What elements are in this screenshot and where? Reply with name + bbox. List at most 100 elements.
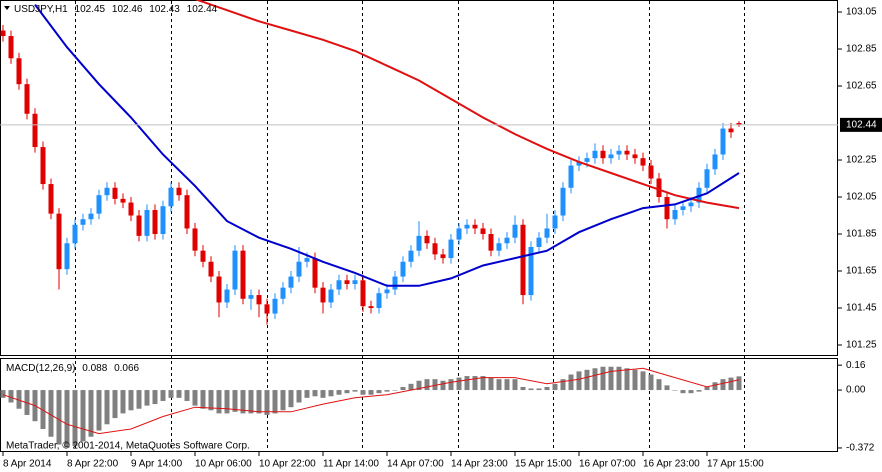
candle-body xyxy=(144,209,150,236)
y-tick-label: 102.05 xyxy=(846,192,877,203)
macd-bar xyxy=(464,376,470,391)
menu-triangle[interactable] xyxy=(4,6,10,10)
candle-body xyxy=(168,187,174,207)
candle-body xyxy=(216,276,222,303)
macd-bar xyxy=(248,390,254,414)
macd-bar xyxy=(200,390,206,409)
candle-body xyxy=(328,289,334,303)
footer: MetaTrader, © 2001-2014, MetaQuotes Soft… xyxy=(6,441,250,452)
candle-body xyxy=(464,224,470,229)
macd-bar xyxy=(400,386,406,391)
macd-bar xyxy=(736,376,742,391)
candle-body xyxy=(344,280,350,284)
macd-bar xyxy=(600,366,606,391)
candle-body xyxy=(512,224,518,238)
y-tick-label: 103.05 xyxy=(846,7,877,18)
macd-bar xyxy=(144,390,150,406)
candle-body xyxy=(432,243,438,255)
macd-bar xyxy=(344,390,350,394)
macd-bar xyxy=(576,371,582,391)
candle-body xyxy=(688,202,694,207)
candle-body xyxy=(200,250,206,262)
y-tick-label: 0.16 xyxy=(846,360,866,371)
macd-bar xyxy=(712,382,718,391)
indicator-name: MACD(12,26,9) xyxy=(6,363,75,374)
candle-body xyxy=(280,287,286,299)
candle-body xyxy=(520,224,526,296)
candle-body xyxy=(736,123,742,125)
main-panel xyxy=(0,0,838,356)
moving-average xyxy=(34,3,740,287)
candle-body xyxy=(728,128,734,133)
macd-bar xyxy=(384,390,390,392)
candle-body xyxy=(568,165,574,188)
macd-bar xyxy=(592,368,598,391)
candle-body xyxy=(680,206,686,210)
macd-bar xyxy=(512,379,518,391)
candle-body xyxy=(32,113,38,148)
candle-body xyxy=(424,235,430,244)
candle-body xyxy=(472,224,478,229)
header-open: 102.45 xyxy=(75,4,106,15)
macd-bar xyxy=(560,379,566,391)
macd-bar xyxy=(528,388,534,391)
candle-body xyxy=(360,280,366,307)
candle-body xyxy=(368,306,374,309)
candle-body xyxy=(544,228,550,238)
macd-bar xyxy=(672,390,678,391)
y-tick-label: 101.25 xyxy=(846,340,877,351)
macd-bar xyxy=(424,379,430,391)
macd-bar xyxy=(48,390,54,437)
candle-body xyxy=(128,202,134,216)
candle-body xyxy=(440,254,446,259)
x-tick-label: 8 Apr 2014 xyxy=(3,459,52,470)
macd-bar xyxy=(16,390,22,409)
macd-bar xyxy=(416,380,422,391)
macd-bar xyxy=(648,374,654,391)
macd-bar xyxy=(472,376,478,391)
macd-bar xyxy=(688,390,694,394)
macd-bar xyxy=(0,390,6,398)
macd-bar xyxy=(616,366,622,391)
y-tick-label: 0.00 xyxy=(846,385,866,396)
macd-bar xyxy=(392,390,398,391)
macd-bar xyxy=(408,383,414,391)
candle-body xyxy=(160,206,166,235)
macd-bar xyxy=(240,390,246,414)
y-tick-label: 101.85 xyxy=(846,229,877,240)
candle-body xyxy=(320,287,326,303)
candle-body xyxy=(264,304,270,314)
macd-bar xyxy=(88,390,94,437)
candle-body xyxy=(8,36,14,59)
candle-body xyxy=(712,154,718,170)
macd-bar xyxy=(640,371,646,391)
candle-body xyxy=(416,235,422,251)
candle-body xyxy=(40,147,46,185)
macd-bar xyxy=(112,390,118,419)
indicator-signal: 0.066 xyxy=(114,363,139,374)
macd-bar xyxy=(96,390,102,431)
macd-bar xyxy=(360,390,366,395)
x-tick-label: 10 Apr 22:00 xyxy=(259,459,316,470)
candle-body xyxy=(600,150,606,159)
macd-bar xyxy=(56,390,62,445)
candle-body xyxy=(0,30,6,37)
macd-bar xyxy=(224,390,230,414)
x-tick-label: 14 Apr 23:00 xyxy=(451,459,508,470)
candle-body xyxy=(504,237,510,244)
candle-body xyxy=(632,154,638,159)
x-tick-label: 17 Apr 15:00 xyxy=(707,459,764,470)
candle-body xyxy=(240,250,246,299)
candle-body xyxy=(80,219,86,225)
candle-body xyxy=(624,150,630,155)
candle-body xyxy=(248,295,254,299)
candle-body xyxy=(664,197,670,220)
candle-body xyxy=(480,228,486,235)
macd-bar xyxy=(504,379,510,391)
candle-body xyxy=(616,150,622,155)
y-tick-label: 101.65 xyxy=(846,266,877,277)
macd-bar xyxy=(264,390,270,415)
x-tick-label: 8 Apr 22:00 xyxy=(67,459,119,470)
candle-body xyxy=(296,261,302,277)
macd-bar xyxy=(568,374,574,391)
